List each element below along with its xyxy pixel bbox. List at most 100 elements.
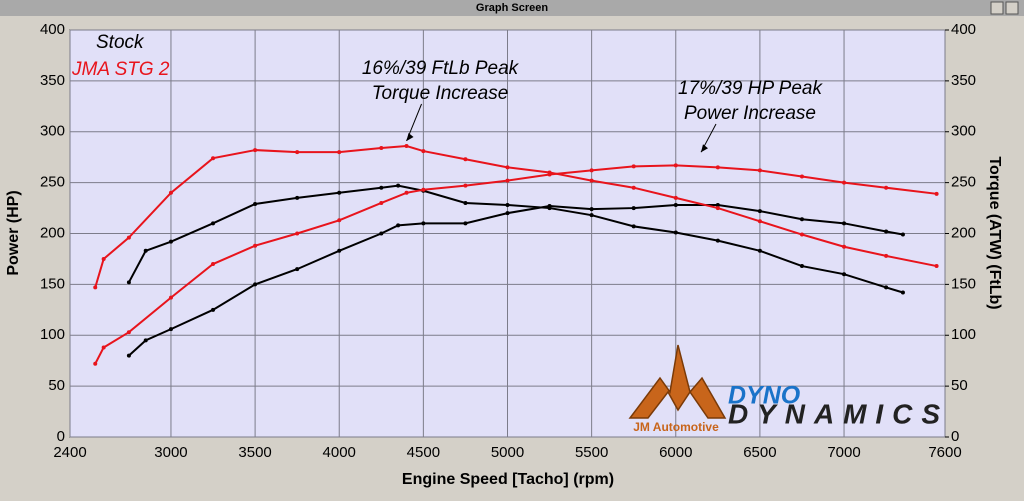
x-tick-label: 3500 — [238, 444, 271, 461]
power-point — [379, 200, 384, 205]
power-point — [295, 231, 300, 236]
y-tick-label: 0 — [57, 428, 65, 445]
torque-point — [505, 165, 510, 170]
power-point — [715, 165, 720, 170]
annotation-arrowhead — [701, 144, 709, 153]
torque-point — [253, 201, 258, 206]
torque-point — [126, 235, 131, 240]
x-tick-label: 7000 — [827, 444, 860, 461]
y2-axis-label: Torque (ATW) (FtLb) — [986, 156, 1003, 309]
torque-point — [589, 178, 594, 183]
power-point — [253, 243, 258, 248]
power-point — [295, 267, 300, 272]
y-tick-label: 400 — [40, 21, 65, 38]
torque-point — [673, 195, 678, 200]
power-point — [93, 361, 98, 366]
torque-point — [757, 219, 762, 224]
torque-point — [379, 146, 384, 151]
torque-point — [799, 232, 804, 237]
legend-entry: JMA STG 2 — [71, 59, 170, 80]
logo-top: DYNO — [728, 382, 801, 410]
torque-point — [631, 185, 636, 190]
torque-point — [715, 238, 720, 243]
torque-point — [842, 272, 847, 277]
logo-shop: JM Automotive — [633, 420, 719, 434]
torque-point — [463, 200, 468, 205]
x-tick-label: 6500 — [743, 444, 776, 461]
power-point — [396, 223, 401, 228]
x-tick-label: 4500 — [407, 444, 440, 461]
torque-point — [934, 264, 939, 269]
power-line — [128, 204, 904, 357]
window-title: Graph Screen — [476, 2, 548, 14]
torque-point — [211, 156, 216, 161]
y2-tick-label: 350 — [951, 72, 976, 89]
power-point — [757, 168, 762, 173]
power-point — [211, 262, 216, 267]
annotation-arrowhead — [406, 132, 414, 141]
logo-bottom: DYNAMICS — [728, 398, 940, 429]
y-tick-label: 150 — [40, 275, 65, 292]
power-point — [589, 168, 594, 173]
power-point — [253, 282, 258, 287]
torque-point — [93, 285, 98, 290]
power-point — [337, 218, 342, 223]
x-tick-label: 5000 — [491, 444, 524, 461]
torque-point — [168, 239, 173, 244]
power-point — [101, 345, 106, 350]
y2-tick-label: 200 — [951, 224, 976, 241]
legend-entry: Stock — [96, 32, 145, 53]
power-point — [799, 174, 804, 179]
torque-point — [211, 221, 216, 226]
torque-point — [101, 256, 106, 261]
torque-point — [673, 230, 678, 235]
y-tick-label: 200 — [40, 224, 65, 241]
x-tick-label: 6000 — [659, 444, 692, 461]
annotation: 17%/39 HP Peak — [678, 78, 823, 99]
power-point — [337, 248, 342, 253]
title-bar — [0, 0, 1024, 16]
power-point — [505, 211, 510, 216]
y2-tick-label: 50 — [951, 377, 968, 394]
y2-tick-label: 150 — [951, 275, 976, 292]
restore-button[interactable] — [990, 1, 1004, 15]
x-tick-label: 5500 — [575, 444, 608, 461]
close-button[interactable] — [1005, 1, 1019, 15]
torque-point — [295, 195, 300, 200]
torque-point — [463, 157, 468, 162]
y2-tick-label: 100 — [951, 326, 976, 343]
power-point — [143, 338, 148, 343]
power-point — [421, 221, 426, 226]
torque-point — [715, 206, 720, 211]
annotation: Torque Increase — [372, 83, 509, 104]
y2-tick-label: 0 — [951, 428, 959, 445]
x-axis-label: Engine Speed [Tacho] (rpm) — [402, 471, 614, 488]
torque-point — [589, 213, 594, 218]
x-tick-label: 7600 — [928, 444, 961, 461]
power-point — [934, 191, 939, 196]
power-point — [673, 163, 678, 168]
power-point — [505, 178, 510, 183]
power-point — [463, 221, 468, 226]
torque-point — [799, 264, 804, 269]
annotation: 16%/39 FtLb Peak — [362, 58, 520, 79]
torque-point — [884, 253, 889, 258]
power-point — [211, 307, 216, 312]
power-point — [631, 206, 636, 211]
y-tick-label: 350 — [40, 72, 65, 89]
power-point — [168, 295, 173, 300]
power-point — [799, 217, 804, 222]
power-point — [463, 183, 468, 188]
power-point — [126, 330, 131, 335]
torque-point — [757, 248, 762, 253]
power-point — [757, 209, 762, 214]
power-point — [842, 221, 847, 226]
torque-point — [421, 149, 426, 154]
power-point — [421, 187, 426, 192]
logo: JM Automotive DYNO DYNAMICS — [628, 344, 940, 434]
power-point — [715, 203, 720, 208]
power-point — [126, 353, 131, 358]
torque-point — [396, 183, 401, 188]
y-tick-label: 50 — [48, 377, 65, 394]
